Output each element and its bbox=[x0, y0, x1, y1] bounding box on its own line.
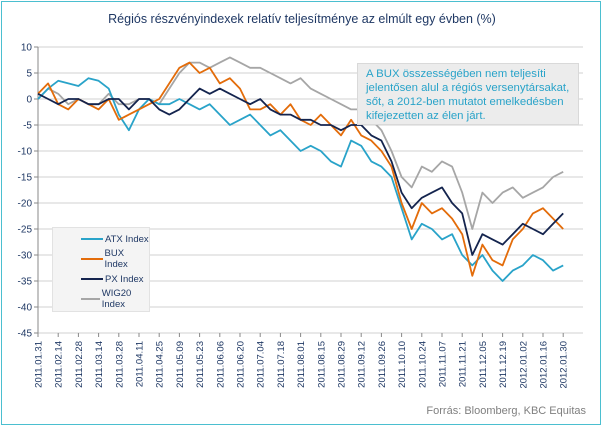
legend-label-px: PX Index bbox=[105, 273, 144, 285]
x-tick-label: 2011.05.09 bbox=[175, 341, 186, 388]
y-axis: 10 5 0 -5 -10 -15 -20 -25 -30 -35 -40 -45 bbox=[18, 43, 39, 340]
series-lines bbox=[37, 56, 564, 282]
y-tick-label: 0 bbox=[26, 95, 32, 106]
series-line-wig20 bbox=[37, 56, 564, 230]
legend-item-atx: ATX Index bbox=[81, 233, 149, 245]
chart-title: Régiós részvényindexek relatív teljesítm… bbox=[108, 12, 496, 26]
x-tick-label: 2011.02.14 bbox=[54, 341, 65, 388]
x-axis: 2011.01.31 2011.02.14 2011.02.28 2011.03.14… bbox=[34, 333, 570, 389]
x-tick-label: 2011.09.12 bbox=[357, 341, 368, 388]
x-tick-label: 2011.07.04 bbox=[256, 341, 267, 388]
x-tick-label: 2012.01.02 bbox=[518, 341, 529, 389]
legend-swatch-bux bbox=[81, 258, 103, 260]
x-tick-label: 2011.10.10 bbox=[397, 341, 408, 388]
y-tick-label: -5 bbox=[23, 121, 32, 132]
legend-item-px: PX Index bbox=[81, 273, 144, 285]
x-tick-label: 2011.06.06 bbox=[215, 341, 226, 388]
y-tick-label: -20 bbox=[18, 199, 33, 210]
x-tick-label: 2011.02.28 bbox=[74, 341, 85, 388]
x-tick-label: 2011.04.25 bbox=[155, 341, 166, 388]
x-tick-label: 2011.12.05 bbox=[478, 341, 489, 388]
y-tick-label: -30 bbox=[18, 251, 33, 262]
legend-label-bux: BUX Index bbox=[104, 248, 128, 270]
legend-item-wig20: WIG20 Index bbox=[81, 288, 149, 310]
series-line-atx bbox=[37, 77, 564, 282]
legend-swatch-wig20 bbox=[81, 298, 100, 300]
y-tick-label: -15 bbox=[18, 173, 33, 184]
x-tick-label: 2011.03.14 bbox=[94, 341, 105, 388]
y-tick-label: -40 bbox=[18, 303, 33, 314]
x-tick-label: 2012.01.16 bbox=[539, 341, 550, 389]
y-tick-label: 10 bbox=[21, 43, 33, 54]
x-tick-label: 2011.03.28 bbox=[114, 341, 125, 388]
legend: ATX Index BUX Index PX Index WIG20 Index bbox=[52, 227, 150, 312]
x-tick-label: 2011.07.18 bbox=[276, 341, 287, 388]
legend-label-atx: ATX Index bbox=[105, 233, 149, 245]
x-tick-label: 2011.05.23 bbox=[195, 341, 206, 388]
x-tick-label: 2011.11.07 bbox=[438, 341, 449, 387]
x-tick-label: 2011.06.20 bbox=[236, 341, 247, 388]
y-tick-label: -10 bbox=[18, 147, 33, 158]
legend-item-bux: BUX Index bbox=[81, 248, 149, 270]
legend-swatch-atx bbox=[81, 238, 103, 240]
x-tick-label: 2011.04.11 bbox=[135, 341, 146, 387]
y-tick-label: -35 bbox=[18, 277, 33, 288]
y-tick-label: -45 bbox=[18, 329, 33, 340]
legend-swatch-px bbox=[81, 278, 103, 280]
legend-label-wig20: WIG20 Index bbox=[101, 288, 132, 310]
x-tick-label: 2011.08.01 bbox=[296, 341, 307, 388]
x-tick-label: 2011.10.24 bbox=[417, 341, 428, 388]
x-tick-label: 2011.08.15 bbox=[316, 341, 327, 388]
annotation-box: A BUX összességében nem teljesíti jelent… bbox=[357, 63, 579, 125]
source-note: Forrás: Bloomberg, KBC Equitas bbox=[426, 405, 586, 417]
y-tick-label: 5 bbox=[26, 69, 32, 80]
x-tick-label: 2012.01.30 bbox=[559, 341, 570, 389]
x-tick-label: 2011.08.29 bbox=[337, 341, 348, 388]
x-tick-label: 2011.01.31 bbox=[34, 341, 45, 388]
x-tick-label: 2011.09.26 bbox=[377, 341, 388, 388]
y-tick-label: -25 bbox=[18, 225, 33, 236]
series-line-px bbox=[37, 87, 564, 256]
x-tick-label: 2011.12.19 bbox=[498, 341, 509, 388]
x-tick-label: 2011.11.21 bbox=[458, 341, 469, 387]
